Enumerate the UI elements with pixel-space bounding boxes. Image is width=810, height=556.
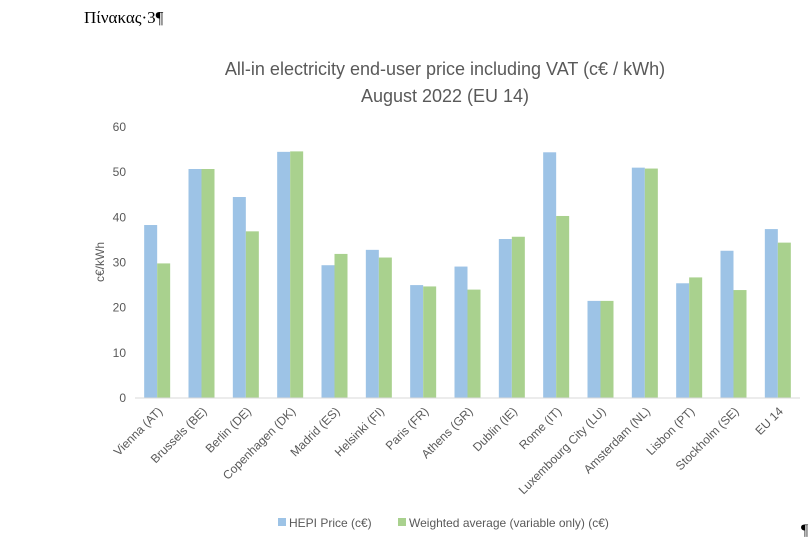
- bar-series-2-6: [423, 286, 437, 398]
- y-tick-label: 0: [119, 391, 126, 405]
- legend: HEPI Price (c€) Weighted average (variabl…: [278, 516, 609, 530]
- bar-series-2-13: [733, 290, 747, 398]
- bar-series-2-3: [290, 151, 304, 398]
- y-tick-label: 10: [113, 346, 127, 360]
- bar-series-1-2: [232, 197, 246, 398]
- bar-series-1-7: [454, 266, 468, 398]
- bar-series-1-6: [410, 285, 424, 398]
- bar-series-2-1: [201, 169, 215, 398]
- legend-swatch-2: [398, 518, 406, 526]
- bar-series-2-0: [157, 263, 171, 398]
- legend-label-1: HEPI Price (c€): [289, 516, 372, 530]
- x-axis-tick-labels: Vienna (AT)Brussels (BE)Berlin (DE)Copen…: [111, 404, 786, 497]
- chart-subtitle: August 2022 (EU 14): [361, 86, 529, 106]
- bar-series-2-4: [334, 253, 348, 398]
- legend-label-2: Weighted average (variable only) (c€): [409, 516, 609, 530]
- bar-series-1-0: [144, 225, 158, 398]
- x-tick-label: Dublin (IE): [470, 404, 520, 454]
- bar-series-1-10: [587, 300, 601, 398]
- bar-series-2-11: [644, 168, 658, 398]
- y-tick-label: 60: [113, 120, 127, 134]
- bar-series-2-8: [511, 236, 525, 398]
- bar-series-2-7: [467, 289, 481, 398]
- bar-series-1-12: [676, 283, 690, 398]
- y-tick-label: 40: [113, 210, 127, 224]
- y-tick-label: 30: [113, 256, 127, 270]
- x-tick-label: EU 14: [752, 404, 786, 438]
- bar-series-1-4: [321, 265, 335, 398]
- bar-series-1-11: [631, 167, 645, 398]
- bar-series-1-3: [277, 151, 291, 398]
- bar-series-2-9: [556, 215, 570, 398]
- bar-series-2-5: [378, 257, 392, 398]
- bar-series-2-12: [689, 277, 703, 398]
- bar-series: [144, 151, 791, 398]
- bar-series-1-5: [365, 249, 379, 398]
- bar-series-1-1: [188, 169, 202, 398]
- y-tick-label: 20: [113, 301, 127, 315]
- bar-series-1-13: [720, 250, 734, 398]
- bar-series-1-8: [498, 239, 512, 398]
- pilcrow-mark: ¶: [801, 522, 809, 539]
- legend-swatch-1: [278, 518, 286, 526]
- y-axis-ticks: 0 10 20 30 40 50 60: [113, 120, 127, 405]
- x-tick-label: Luxembourg City (LU): [516, 404, 609, 497]
- bar-series-2-2: [245, 231, 259, 398]
- y-axis-label: c€/kWh: [93, 242, 107, 282]
- bar-series-1-9: [543, 152, 557, 398]
- y-tick-label: 50: [113, 165, 127, 179]
- chart-title: All-in electricity end-user price includ…: [225, 59, 665, 79]
- bar-series-2-14: [777, 242, 791, 398]
- bar-series-1-14: [764, 229, 778, 398]
- document-caption: Πίνακας·3¶: [84, 8, 164, 27]
- bar-series-2-10: [600, 300, 614, 398]
